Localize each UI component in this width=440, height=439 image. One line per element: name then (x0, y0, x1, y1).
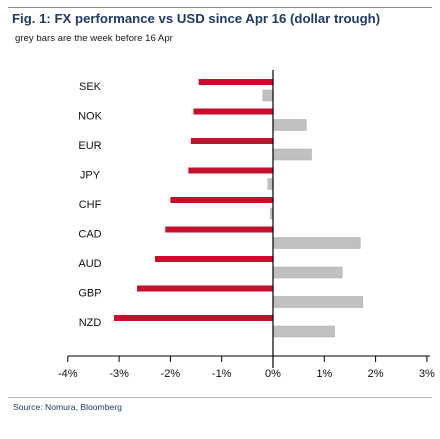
red-bar-nzd (113, 315, 273, 321)
grey-bar-sek (262, 89, 274, 102)
category-label-gbp: GBP (78, 288, 101, 300)
category-label-nzd: NZD (79, 317, 102, 329)
grey-bar-aud (272, 266, 343, 279)
red-bar-chf (170, 197, 273, 203)
category-label-aud: AUD (78, 258, 101, 270)
category-label-sek: SEK (79, 81, 102, 93)
grey-bar-eur (272, 148, 312, 161)
source-note: Source: Nomura, Bloomberg (13, 402, 122, 412)
chart-subtitle: grey bars are the week before 16 Apr (15, 33, 173, 44)
red-bar-sek (198, 79, 273, 85)
red-bar-cad (165, 226, 273, 233)
red-bar-aud (155, 256, 273, 262)
x-tick-label: 3% (419, 368, 435, 380)
x-tick-label: 0% (265, 368, 281, 380)
x-tick-label: -1% (212, 368, 232, 380)
chart-title: Fig. 1: FX performance vs USD since Apr … (12, 11, 381, 26)
x-tick-label: -3% (109, 368, 129, 380)
category-label-chf: CHF (79, 199, 102, 211)
grey-bar-cad (272, 237, 361, 249)
category-label-eur: EUR (78, 140, 101, 152)
red-bar-nok (193, 108, 273, 115)
grey-bar-nok (272, 119, 307, 131)
red-bar-gbp (137, 285, 273, 292)
category-label-jpy: JPY (80, 170, 101, 182)
source-rule (8, 397, 432, 398)
grey-bar-jpy (267, 178, 274, 190)
x-tick-label: -2% (161, 368, 181, 380)
grey-bar-gbp (272, 296, 364, 308)
red-bar-eur (190, 138, 273, 144)
top-rule (8, 7, 432, 8)
x-tick-label: 2% (368, 368, 384, 380)
red-bar-jpy (188, 167, 273, 174)
x-tick-label: -4% (58, 368, 78, 380)
x-tick-label: 1% (316, 368, 332, 380)
category-label-nok: NOK (78, 111, 103, 123)
grey-bar-nzd (272, 325, 335, 338)
category-label-cad: CAD (78, 229, 101, 241)
